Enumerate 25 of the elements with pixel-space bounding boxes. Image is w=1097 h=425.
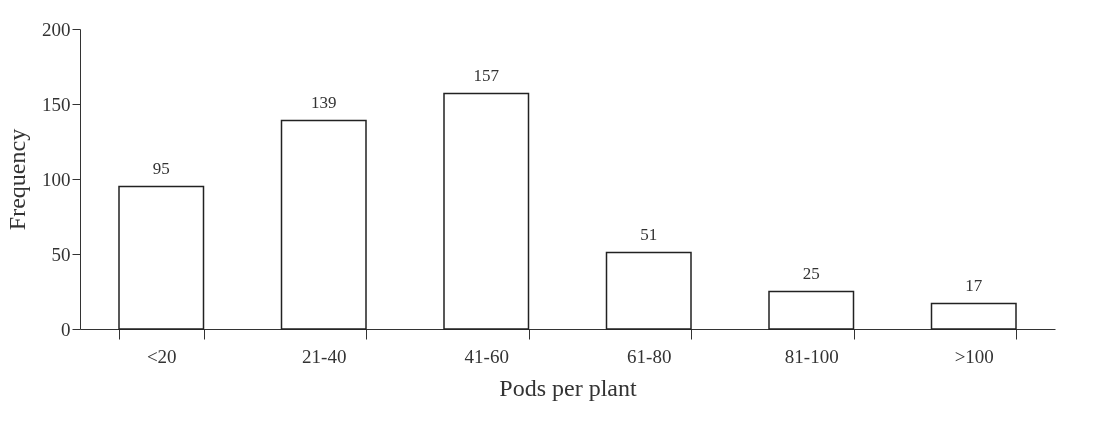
data-label: 25 — [802, 263, 820, 283]
y-tick-label: 100 — [42, 168, 71, 190]
x-tick-label: 21-40 — [302, 345, 347, 367]
x-axis-title: Pods per plant — [499, 374, 637, 401]
y-tick-label: 50 — [51, 243, 71, 265]
bar — [118, 185, 205, 330]
y-tick-label: 200 — [42, 18, 71, 40]
data-label: 139 — [311, 92, 337, 112]
data-label: 95 — [152, 158, 170, 178]
x-tick-label: 81-100 — [784, 345, 839, 367]
x-tick-label: 41-60 — [464, 345, 509, 367]
x-tick-label: 61-80 — [627, 345, 672, 367]
data-label: 51 — [640, 224, 658, 244]
bar — [605, 251, 692, 330]
data-label: 157 — [473, 65, 500, 85]
bar — [930, 302, 1017, 330]
x-tick-label: <20 — [146, 345, 177, 367]
y-tick-label: 150 — [42, 93, 71, 115]
y-tick-label: 0 — [61, 318, 71, 340]
x-tick-label: >100 — [954, 345, 994, 367]
bar — [768, 290, 855, 330]
bar — [443, 92, 530, 330]
bar — [280, 119, 367, 330]
data-label: 17 — [965, 275, 983, 295]
y-axis-title: Frequency — [4, 128, 30, 231]
